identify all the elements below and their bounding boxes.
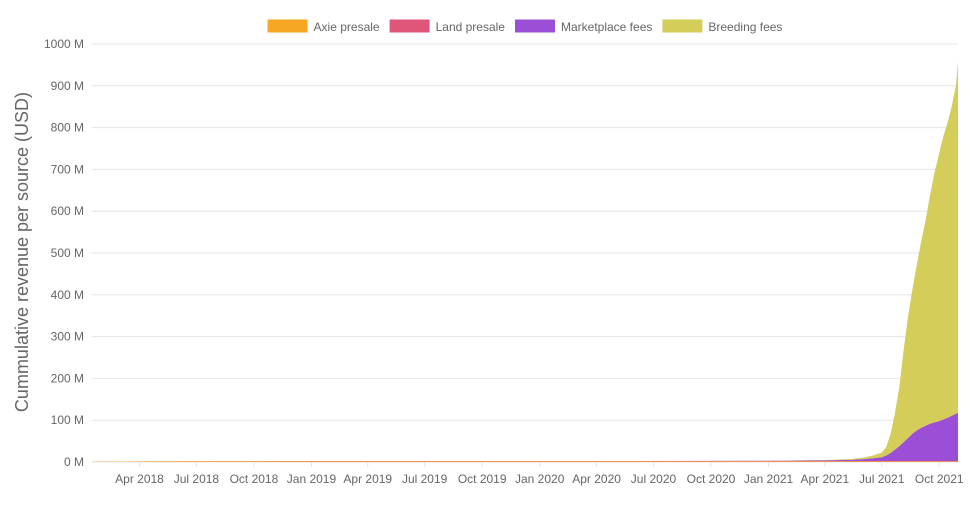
y-axis-label: Cummulative revenue per source (USD): [12, 92, 32, 412]
series-areas: [92, 61, 958, 462]
legend[interactable]: Axie presale Land presale Marketplace fees…: [267, 19, 783, 35]
y-tick-label: 500 M: [51, 246, 84, 260]
x-tick-label: Apr 2019: [343, 472, 392, 486]
x-tick-label: Jan 2021: [744, 472, 794, 486]
x-tick-label: Apr 2018: [115, 472, 164, 486]
x-tick-label: Jul 2019: [402, 472, 448, 486]
y-tick-label: 1000 M: [44, 37, 84, 51]
area-breeding-fees[interactable]: [92, 61, 958, 462]
y-tick-label: 800 M: [51, 121, 84, 135]
x-tick-label: Jul 2021: [859, 472, 905, 486]
y-tick-label: 600 M: [51, 204, 84, 218]
legend-label: Breeding fees: [708, 20, 782, 34]
x-tick-label: Apr 2021: [800, 472, 849, 486]
legend-swatch: [267, 19, 308, 33]
legend-label: Marketplace fees: [561, 20, 652, 34]
y-tick-label: 400 M: [51, 288, 84, 302]
x-tick-label: Jan 2020: [515, 472, 565, 486]
legend-swatch: [389, 19, 430, 33]
legend-item-land-presale[interactable]: Land presale: [389, 19, 506, 35]
y-tick-label: 900 M: [51, 79, 84, 93]
x-tick-label: Oct 2018: [230, 472, 279, 486]
legend-label: Land presale: [436, 20, 506, 34]
legend-item-marketplace-fees[interactable]: Marketplace fees: [514, 19, 652, 35]
x-tick-label: Oct 2019: [458, 472, 507, 486]
y-tick-label: 300 M: [51, 330, 84, 344]
y-tick-label: 0 M: [64, 455, 84, 469]
x-tick-label: Apr 2020: [572, 472, 621, 486]
legend-item-axie-presale[interactable]: Axie presale: [267, 19, 380, 35]
x-tick-label: Oct 2021: [915, 472, 964, 486]
x-tick-label: Oct 2020: [687, 472, 736, 486]
x-tick-label: Jan 2019: [287, 472, 337, 486]
x-tick-label: Jul 2018: [174, 472, 220, 486]
area-land-presale[interactable]: [92, 461, 958, 462]
y-tick-label: 200 M: [51, 371, 84, 385]
legend-item-breeding-fees[interactable]: Breeding fees: [662, 19, 782, 35]
area-axie-presale[interactable]: [92, 461, 958, 462]
x-tick-label: Jul 2020: [631, 472, 677, 486]
legend-swatch: [514, 19, 555, 33]
legend-swatch: [662, 19, 703, 33]
grid-lines: [92, 43, 958, 463]
legend-label: Axie presale: [314, 20, 380, 34]
x-axis-ticks: Apr 2018 Jul 2018 Oct 2018 Jan 2019 Apr 2019…: [115, 462, 964, 486]
y-tick-label: 100 M: [51, 413, 84, 427]
y-tick-label: 700 M: [51, 162, 84, 176]
y-axis-ticks: 0 M 100 M 200 M 300 M 400 M 500 M 600 M 700 M 80…: [44, 37, 84, 469]
